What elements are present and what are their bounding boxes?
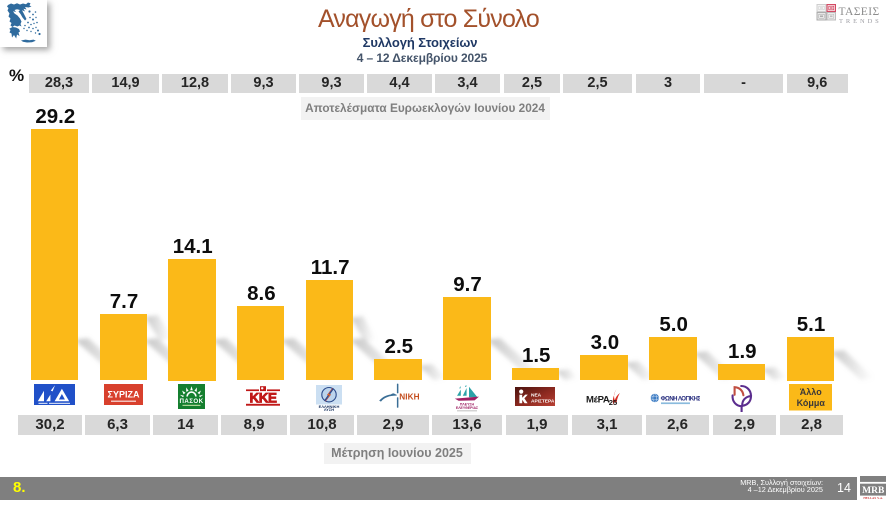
svg-text:ΕΛΕΥΘΕΡΙΑΣ: ΕΛΕΥΘΕΡΙΑΣ [456, 406, 478, 410]
svg-text:ΝΕΑ: ΝΕΑ [531, 392, 542, 398]
svg-text:ΣΥΡΙΖΑ: ΣΥΡΙΖΑ [107, 390, 139, 400]
svg-text:25: 25 [609, 398, 617, 407]
svg-text:ΠΑΣΟΚ: ΠΑΣΟΚ [180, 398, 204, 405]
svg-text:ΤΑΣΕΙΣ: ΤΑΣΕΙΣ [839, 6, 880, 18]
svg-text:ΝΙΚΗ: ΝΙΚΗ [399, 392, 419, 401]
svg-text:Κόμμα: Κόμμα [796, 398, 825, 408]
svg-text:ΛΥΣΗ: ΛΥΣΗ [324, 407, 334, 411]
svg-text:Άλλο: Άλλο [799, 387, 821, 397]
svg-text:HELLAS S.A.: HELLAS S.A. [863, 496, 883, 500]
svg-text:ΕΛΛΗΝΙΚΗ: ΕΛΛΗΝΙΚΗ [319, 404, 340, 409]
svg-text:MRB: MRB [862, 486, 885, 496]
svg-text:TRENDS: TRENDS [839, 18, 882, 25]
svg-text:ΚΚΕ: ΚΚΕ [249, 391, 276, 406]
svg-text:ΑΡΙΣΤΕΡΑ: ΑΡΙΣΤΕΡΑ [531, 398, 555, 404]
svg-text:ΜέΡΑ: ΜέΡΑ [586, 395, 610, 406]
svg-text:ΦΩΝΗ ΛΟΓΙΚΗΣ: ΦΩΝΗ ΛΟΓΙΚΗΣ [661, 397, 700, 403]
svg-text:ΠΛΕΥΣΗ: ΠΛΕΥΣΗ [460, 402, 475, 406]
